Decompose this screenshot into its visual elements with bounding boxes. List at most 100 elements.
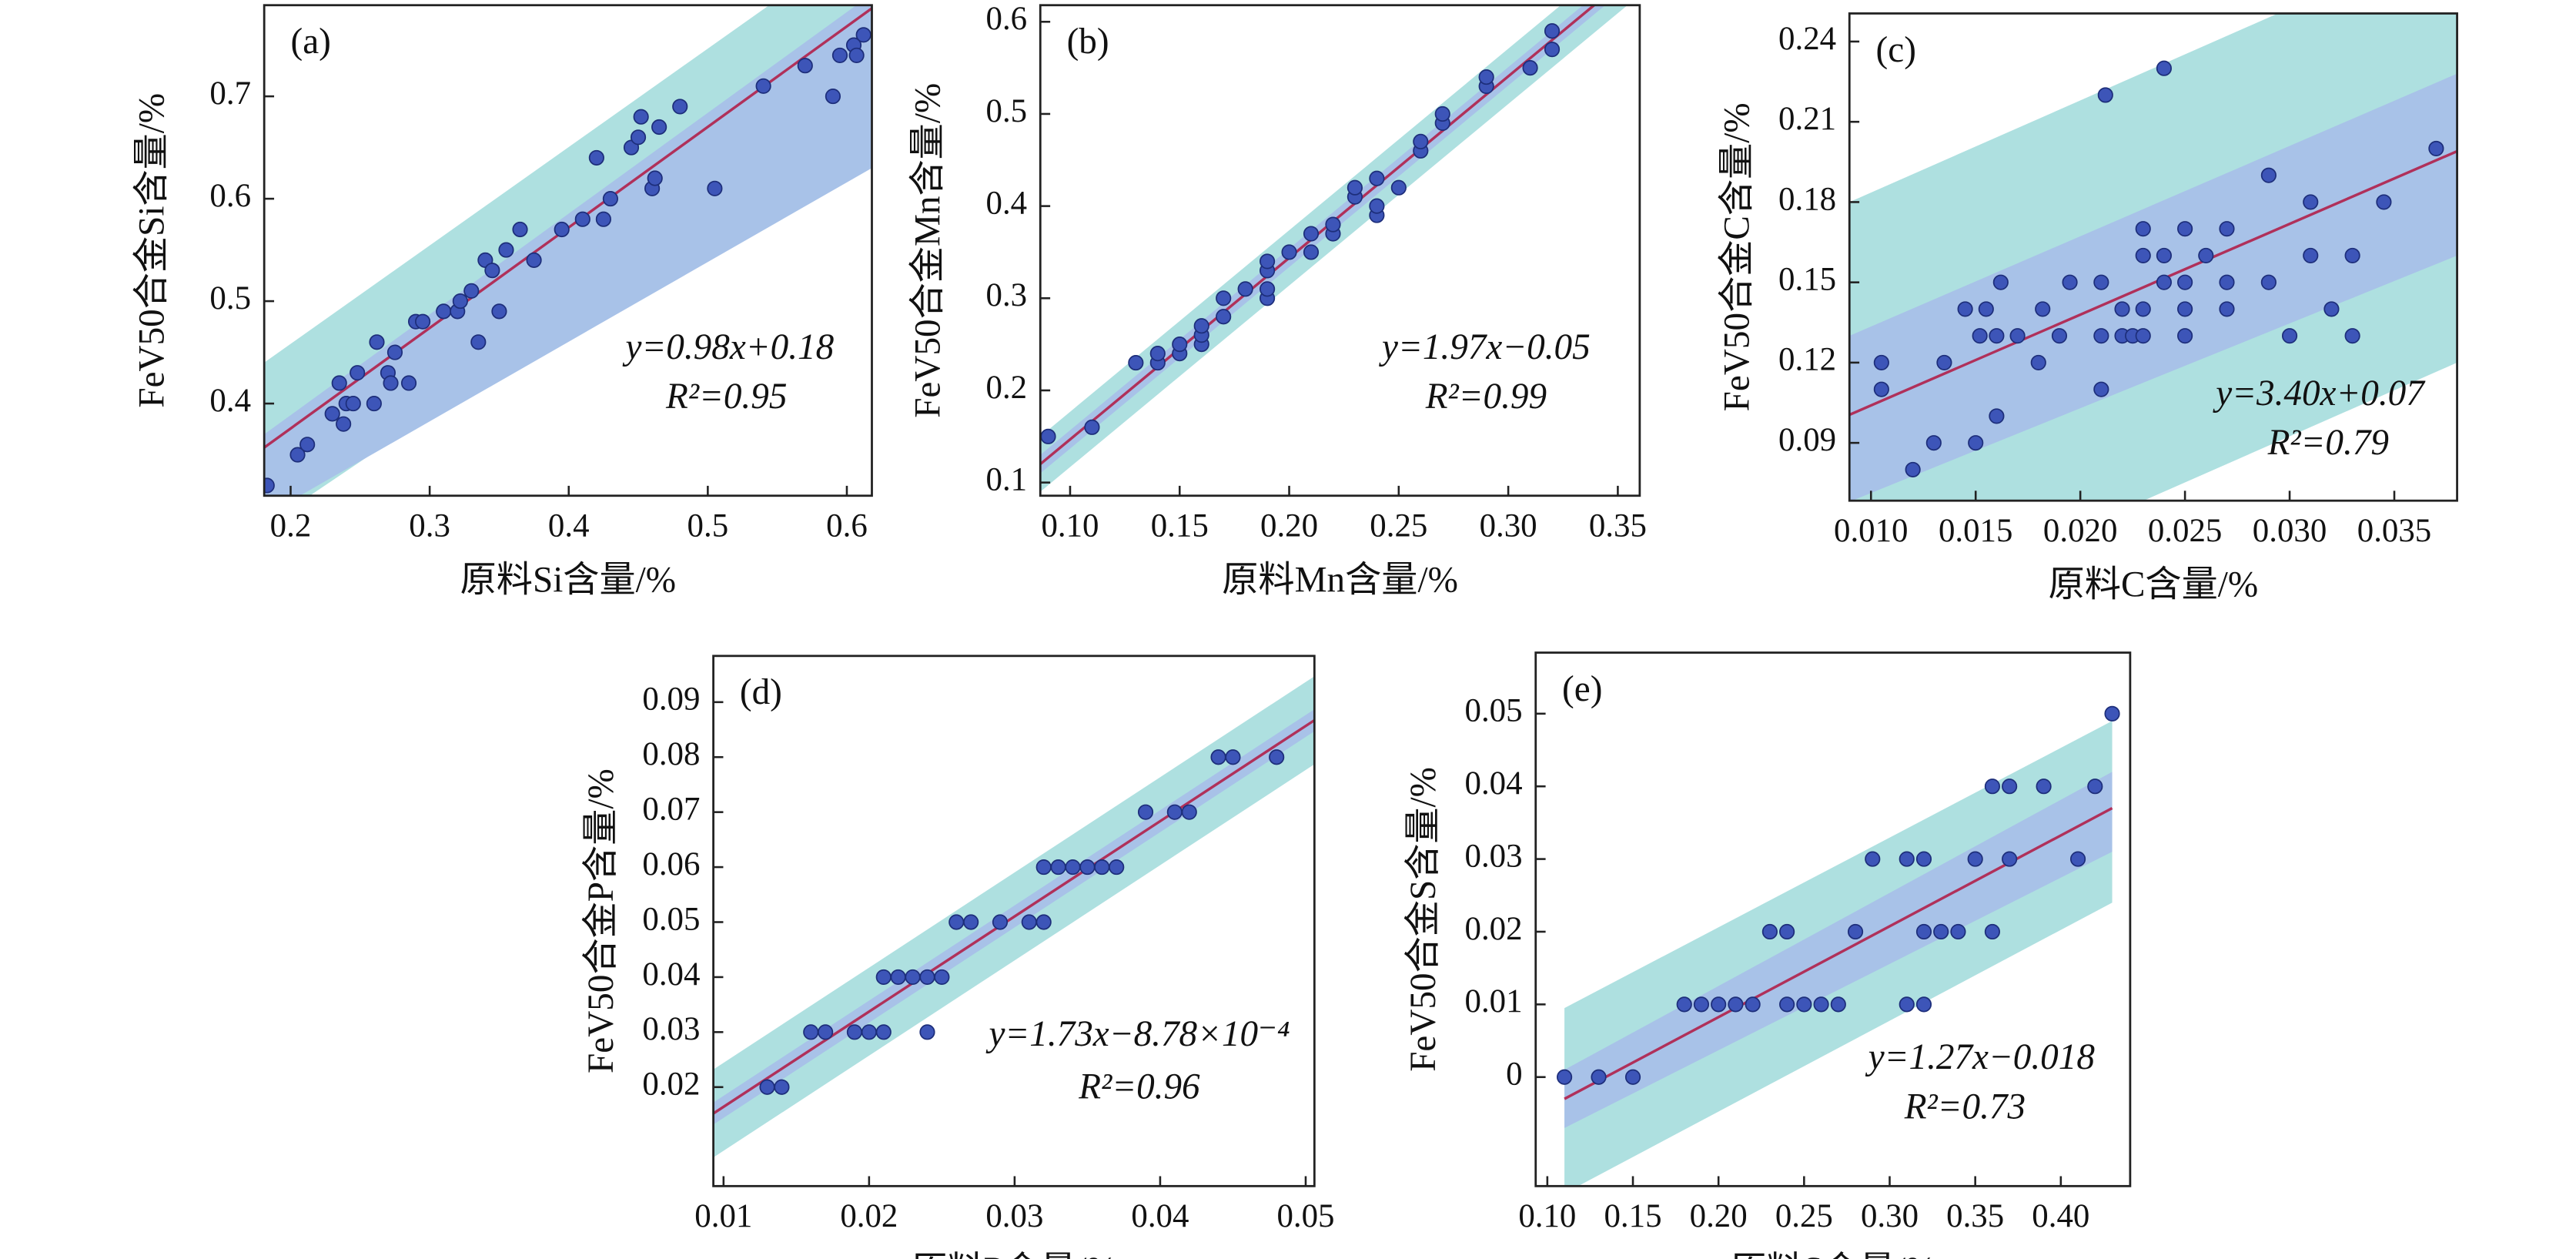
y-tick-label: 0.02	[642, 1066, 700, 1103]
x-tick-label: 0.15	[1604, 1198, 1661, 1234]
y-tick-label: 0.08	[642, 736, 700, 772]
fit-line	[1040, 5, 1597, 466]
data-point	[919, 969, 935, 986]
x-tick-label: 0.6	[826, 508, 868, 544]
data-point	[825, 89, 841, 105]
y-tick-label: 0.5	[209, 280, 251, 316]
data-point	[905, 969, 921, 986]
data-point	[774, 1079, 790, 1095]
y-tick-label: 0.02	[1465, 911, 1523, 947]
y-axis-label: FeV50合金Si含量/%	[132, 93, 172, 408]
data-point	[2177, 301, 2193, 317]
data-point	[2260, 167, 2277, 183]
data-point	[2177, 221, 2193, 237]
x-tick-label: 0.10	[1518, 1198, 1576, 1234]
panel: 0.010 0.015 0.020 0.025 0.030 0.035 0.09 0.12 0.…	[1718, 12, 2458, 605]
panel-label: (b)	[1067, 22, 1109, 62]
data-point	[1957, 301, 1973, 317]
data-point	[1109, 859, 1125, 876]
data-point	[2219, 274, 2235, 290]
data-point	[1369, 170, 1385, 186]
x-tick-label: 0.5	[687, 508, 729, 544]
data-point	[2093, 381, 2109, 397]
data-point	[1094, 859, 1110, 876]
data-point	[1137, 804, 1154, 820]
panel-label: (e)	[1562, 669, 1602, 709]
data-point	[2035, 301, 2051, 317]
y-tick-label: 0.6	[209, 178, 251, 214]
x-tick-label: 0.15	[1151, 508, 1209, 544]
data-point	[400, 375, 417, 391]
data-point	[299, 437, 316, 453]
fit-equation: y=3.40x+0.07	[2213, 373, 2426, 414]
y-tick-label: 0.05	[642, 901, 700, 937]
data-point	[633, 109, 649, 125]
x-tick-label: 0.010	[1834, 513, 1908, 549]
data-point	[2069, 851, 2086, 867]
x-tick-label: 0.01	[694, 1198, 752, 1234]
confidence-band	[264, 5, 872, 496]
data-point	[1166, 804, 1183, 820]
data-point	[2135, 328, 2151, 344]
data-point	[2009, 328, 2026, 344]
data-point	[2097, 87, 2113, 103]
data-point	[2219, 301, 2235, 317]
y-axis-label: FeV50合金P含量/%	[581, 768, 621, 1073]
x-tick-label: 0.020	[2043, 513, 2117, 549]
data-point	[755, 78, 771, 94]
data-point	[759, 1079, 775, 1095]
data-point	[875, 1024, 892, 1040]
data-point	[484, 263, 500, 279]
data-point	[369, 334, 385, 350]
data-point	[1237, 281, 1253, 297]
data-point	[1796, 996, 1812, 1013]
data-point	[1325, 216, 1341, 233]
data-point	[848, 47, 865, 63]
data-point	[1984, 779, 2000, 795]
panel-label: (d)	[740, 672, 782, 712]
x-axis-label: 原料Si含量/%	[460, 560, 676, 600]
data-point	[2428, 140, 2444, 157]
data-point	[264, 477, 275, 494]
data-point	[1984, 923, 2000, 940]
data-point	[345, 395, 361, 412]
x-tick-label: 0.10	[1041, 508, 1099, 544]
data-point	[1624, 1069, 1641, 1085]
data-point	[415, 313, 431, 330]
x-tick-label: 0.030	[2253, 513, 2327, 549]
data-point	[470, 334, 487, 350]
data-point	[1128, 354, 1144, 371]
data-point	[1260, 253, 1276, 270]
data-point	[1676, 996, 1692, 1013]
data-point	[1544, 42, 1561, 58]
data-point	[846, 1024, 863, 1040]
fit-equation: y=1.73x−8.78×10⁻⁴	[985, 1014, 1290, 1054]
data-point	[630, 129, 647, 146]
prediction-band	[1040, 5, 1628, 492]
x-tick-label: 0.30	[1480, 508, 1537, 544]
y-tick-label: 0.5	[986, 93, 1028, 129]
data-point	[2114, 301, 2130, 317]
data-point	[861, 1024, 877, 1040]
fit-line	[1849, 149, 2457, 417]
data-point	[1413, 133, 1429, 149]
data-point	[2219, 221, 2235, 237]
y-axis-label: FeV50合金Mn含量/%	[908, 83, 948, 418]
y-tick-label: 0.1	[986, 461, 1028, 497]
data-point	[1035, 859, 1052, 876]
fit-line	[1564, 806, 2113, 1100]
data-point	[672, 99, 688, 115]
data-point	[350, 365, 366, 381]
data-point	[651, 119, 667, 136]
plot-area	[264, 5, 872, 496]
data-point	[2156, 274, 2172, 290]
x-tick-label: 0.20	[1260, 508, 1318, 544]
y-tick-label: 0.4	[209, 383, 251, 419]
data-point	[818, 1024, 834, 1040]
y-tick-label: 0.3	[986, 277, 1028, 313]
data-point	[1978, 301, 1994, 317]
plot-area	[1849, 13, 2457, 501]
x-tick-label: 0.04	[1131, 1198, 1189, 1234]
